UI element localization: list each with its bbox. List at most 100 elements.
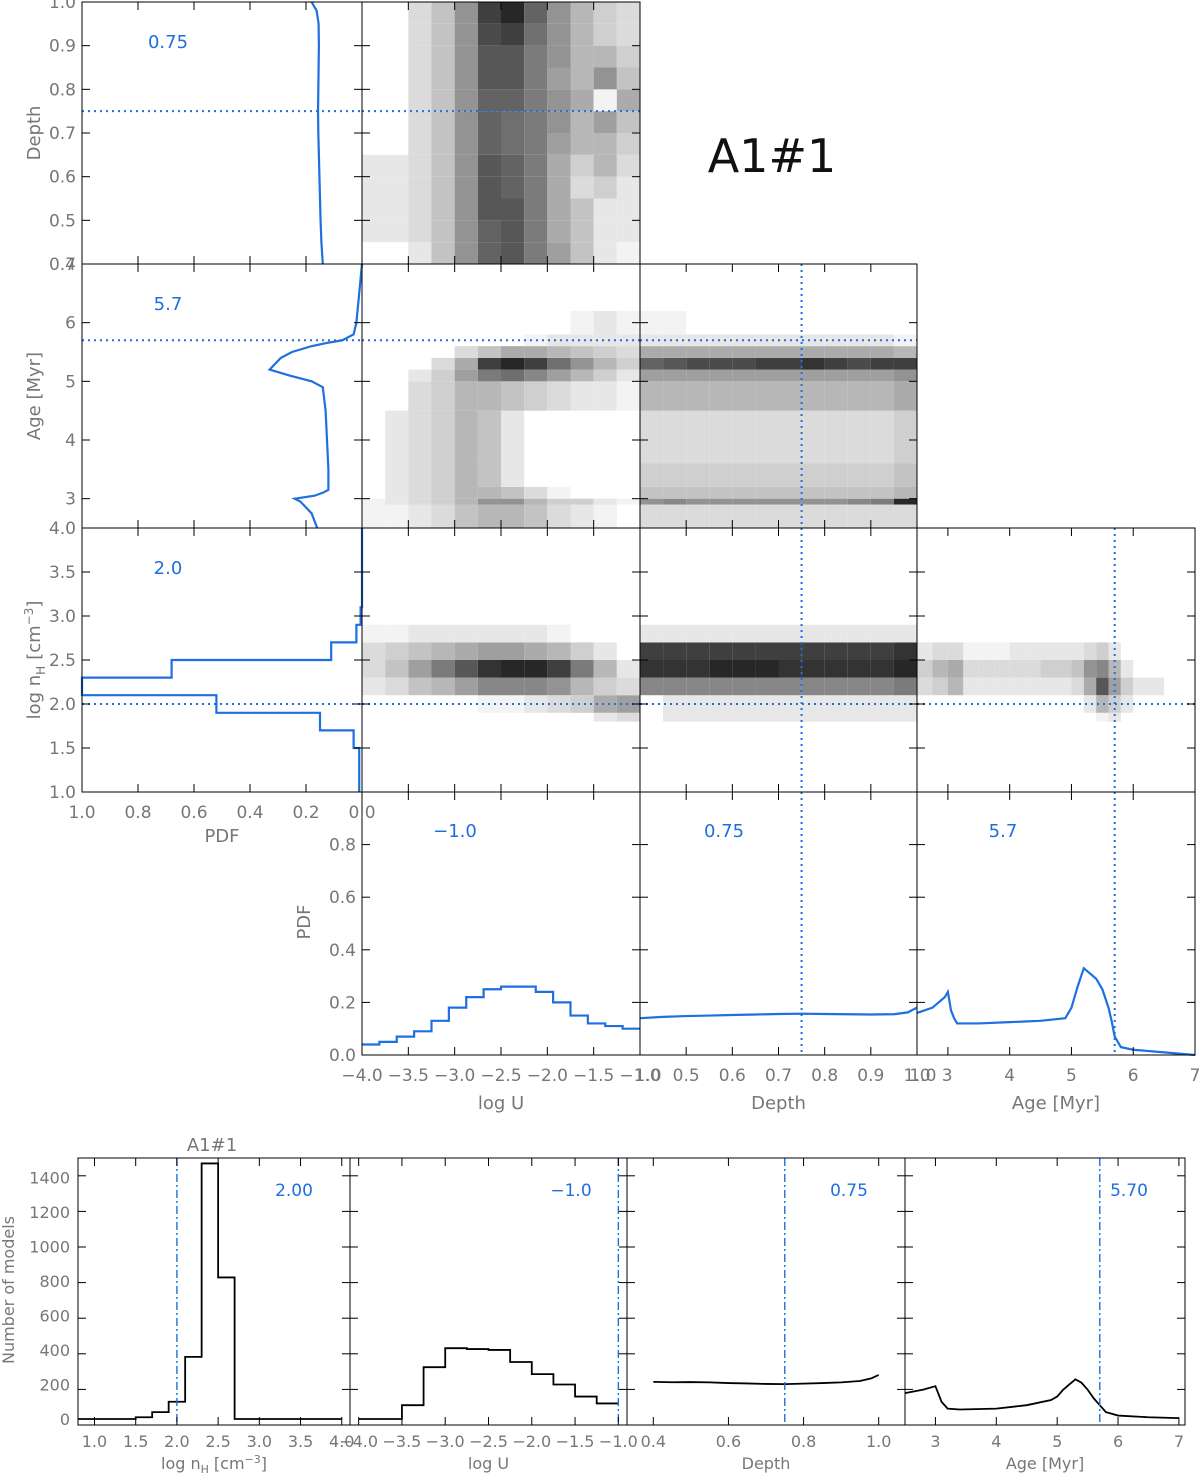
density-cell-logU-depth xyxy=(477,89,501,112)
x-tick-label: 4 xyxy=(1004,1066,1015,1086)
y-tick-label: 0.9 xyxy=(49,37,76,57)
density-cell-logU-lognH xyxy=(408,660,432,678)
density-cell-logU-depth xyxy=(570,198,594,221)
density-cell-depth-age xyxy=(686,334,710,347)
density-cell-logU-age xyxy=(477,410,501,464)
density-cell-logU-depth xyxy=(454,133,478,155)
density-cell-logU-depth xyxy=(616,176,640,199)
density-cell-depth-age xyxy=(778,357,802,370)
density-cell-logU-lognH xyxy=(593,642,617,660)
density-cell-logU-age xyxy=(547,381,571,411)
x-tick-label: 1.0 xyxy=(634,1066,661,1086)
density-cell-age-lognH xyxy=(994,677,1010,696)
density-cell-logU-age xyxy=(408,381,432,411)
density-cell-depth-lognH xyxy=(801,660,825,678)
y-tick-label: 0.0 xyxy=(329,1046,356,1066)
density-cell-logU-depth xyxy=(501,198,525,221)
density-cell-logU-depth xyxy=(408,111,432,133)
density-cell-logU-depth xyxy=(408,220,432,243)
density-cell-logU-depth xyxy=(524,89,548,112)
density-cell-depth-age xyxy=(870,369,894,382)
density-cell-age-lognH xyxy=(932,677,948,696)
x-axis-title: log U xyxy=(478,1093,524,1114)
density-cell-logU-depth xyxy=(547,176,571,199)
density-cell-depth-lognH xyxy=(893,712,917,722)
density-cell-logU-lognH xyxy=(385,624,409,643)
density-cell-depth-age xyxy=(870,410,894,464)
density-cell-logU-depth xyxy=(501,2,525,24)
x-tick-label: 1.0 xyxy=(82,1432,107,1451)
y-axis-title: Number of models xyxy=(0,1216,18,1364)
density-cell-logU-age xyxy=(454,504,478,528)
density-cell-logU-age xyxy=(385,504,409,528)
density-cell-logU-depth xyxy=(570,220,594,243)
density-cell-logU-lognH xyxy=(362,660,386,678)
density-cell-logU-age xyxy=(524,381,548,411)
density-cell-logU-depth xyxy=(524,23,548,46)
density-cell-depth-age xyxy=(663,410,687,464)
density-cell-logU-lognH xyxy=(431,642,455,660)
density-cell-logU-depth xyxy=(408,154,432,177)
density-cell-age-lognH xyxy=(1040,642,1056,660)
density-cell-logU-age xyxy=(431,498,455,505)
density-cell-logU-age xyxy=(477,369,501,382)
density-cell-depth-age xyxy=(847,504,871,528)
density-cell-logU-depth xyxy=(454,242,478,264)
density-cell-logU-depth xyxy=(524,154,548,177)
density-cell-logU-age xyxy=(547,334,571,347)
y-tick-label: 400 xyxy=(39,1341,70,1360)
x-axis-title: PDF xyxy=(204,826,239,847)
density-cell-logU-depth xyxy=(408,198,432,221)
density-cell-logU-lognH xyxy=(408,677,432,696)
density-cell-depth-lognH xyxy=(778,642,802,660)
density-cell-depth-age xyxy=(824,504,848,528)
density-cell-age-lognH xyxy=(1083,695,1097,713)
density-cell-depth-age xyxy=(709,334,733,347)
density-cell-depth-lognH xyxy=(663,660,687,678)
density-cell-logU-depth xyxy=(570,154,594,177)
density-cell-age-lognH xyxy=(947,677,964,696)
y-axis-title-part: ] xyxy=(24,601,45,608)
density-cell-depth-age xyxy=(893,410,917,464)
density-cell-depth-lognH xyxy=(732,712,756,722)
histogram-panel-age xyxy=(904,1157,1186,1426)
density-cell-depth-age xyxy=(686,346,710,358)
x-tick-label: 0.6 xyxy=(719,1066,746,1086)
density-cell-logU-depth xyxy=(616,154,640,177)
y-tick-label: 0 xyxy=(60,1410,70,1429)
density-cell-logU-age xyxy=(454,357,478,370)
y-tick-label: 0.6 xyxy=(329,888,356,908)
density-cell-logU-depth xyxy=(454,154,478,177)
density-cell-logU-depth xyxy=(593,2,617,24)
x-axis-title: Depth xyxy=(742,1454,791,1473)
x-axis-title: Age [Myr] xyxy=(1006,1454,1084,1473)
density-cell-depth-lognH xyxy=(686,642,710,660)
x-tick-label: 3 xyxy=(930,1432,940,1451)
density-cell-logU-lognH xyxy=(547,660,571,678)
density-cell-depth-age xyxy=(778,498,802,505)
density-cell-logU-depth xyxy=(570,133,594,155)
x-tick-label: 0.5 xyxy=(673,1066,700,1086)
x-tick-label: −2.0 xyxy=(527,1066,568,1086)
density-cell-logU-age xyxy=(454,463,478,487)
density-cell-logU-age xyxy=(454,369,478,382)
density-cell-depth-age xyxy=(755,463,779,487)
x-axis-title-part: [cm xyxy=(214,1454,245,1473)
x-tick-label: 0.8 xyxy=(791,1432,816,1451)
density-cell-logU-age xyxy=(616,498,640,505)
y-axis-title: Age [Myr] xyxy=(24,352,45,440)
density-cell-logU-age xyxy=(454,381,478,411)
density-cell-logU-age xyxy=(593,504,617,528)
density-cell-logU-depth xyxy=(431,23,455,46)
density-cell-depth-age xyxy=(640,410,664,464)
density-cell-logU-depth xyxy=(477,176,501,199)
marginal-pdf-curve-depth xyxy=(310,1,324,265)
density-cell-depth-age xyxy=(663,369,687,382)
y-tick-label: 4 xyxy=(65,431,76,451)
density-cell-depth-lognH xyxy=(732,642,756,660)
density-cell-depth-age xyxy=(778,410,802,464)
x-tick-label: 1.0 xyxy=(866,1432,891,1451)
y-axis-title-part: log n xyxy=(24,675,45,720)
density-cell-logU-depth xyxy=(593,154,617,177)
